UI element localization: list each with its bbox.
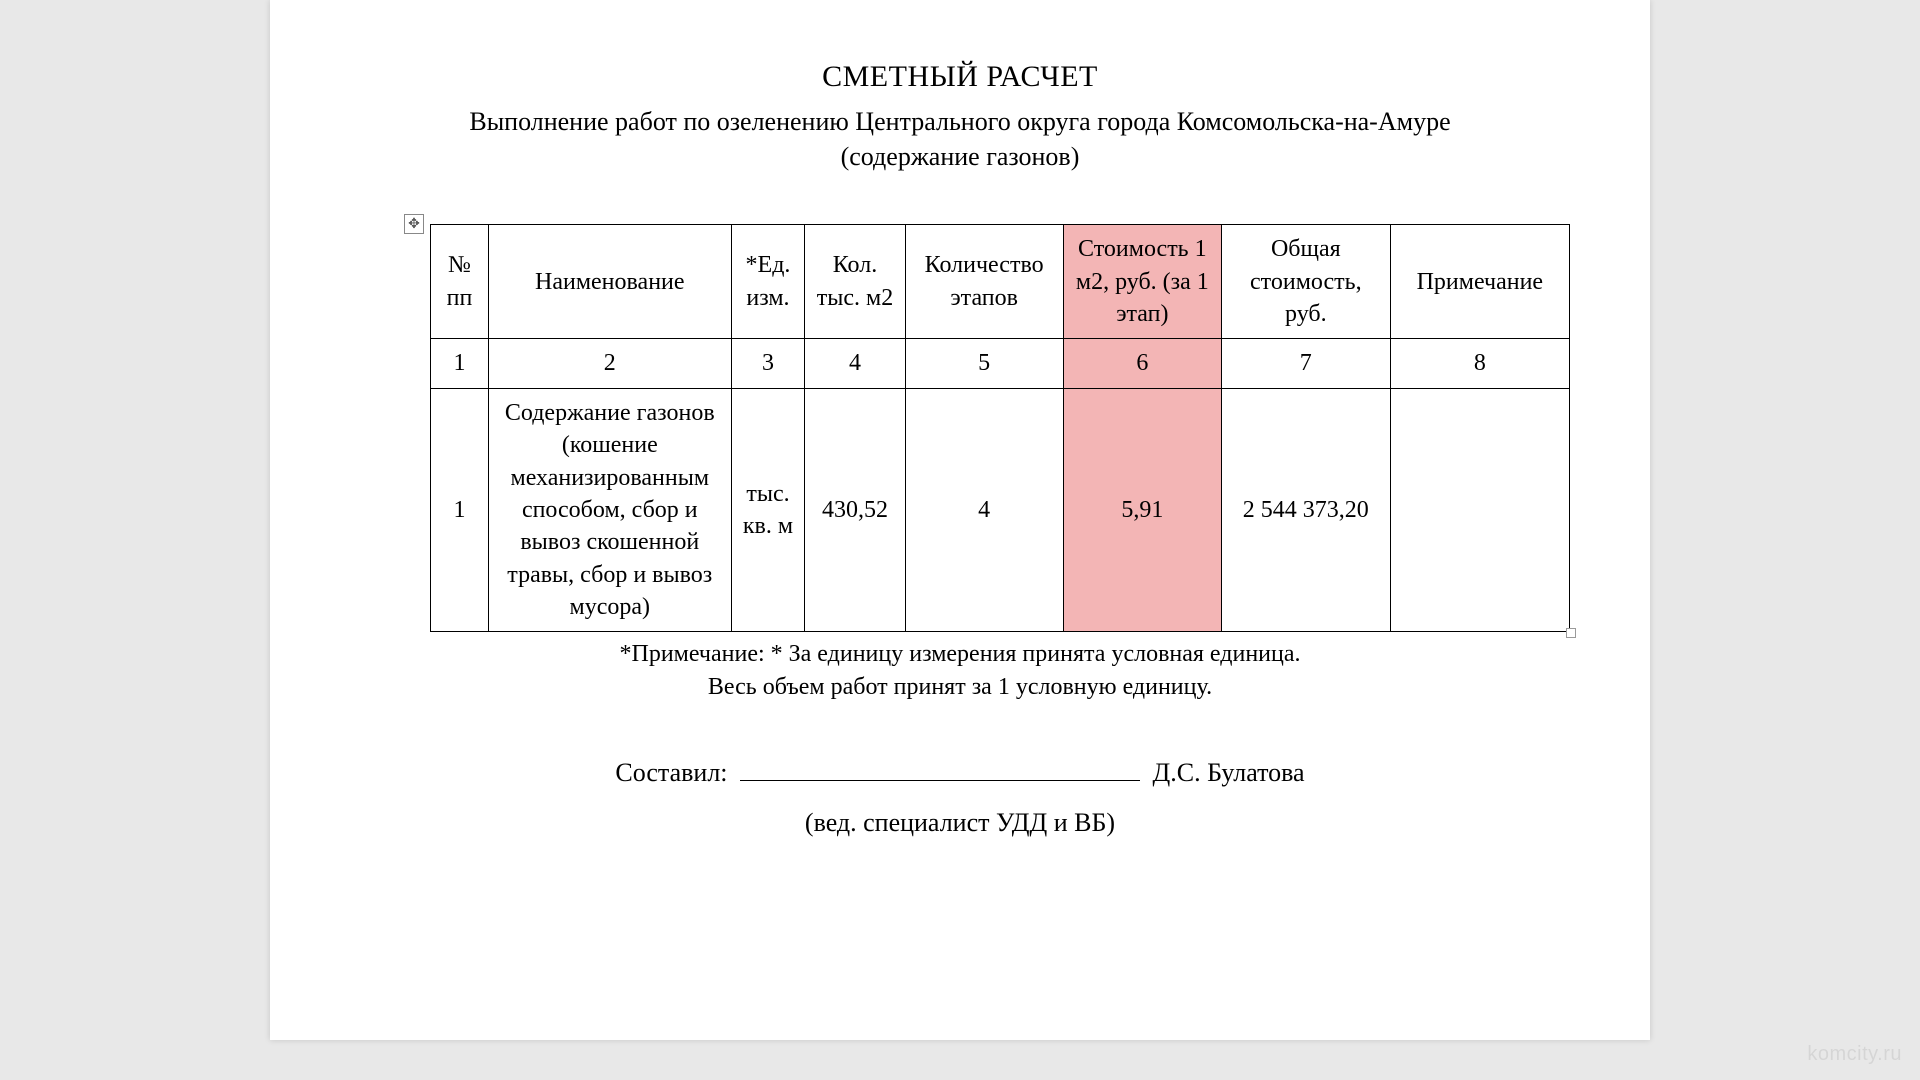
signature-name: Д.С. Булатова: [1153, 758, 1305, 787]
col-header-total: Общая стоимость, руб.: [1221, 225, 1390, 339]
footnote-line2: Весь объем работ принят за 1 условную ед…: [708, 674, 1212, 700]
cell-note: [1390, 388, 1569, 632]
footnote-line1: *Примечание: * За единицу измерения прин…: [619, 641, 1300, 667]
cell-unit: тыс. кв. м: [731, 388, 805, 632]
cell-price: 5,91: [1063, 388, 1221, 632]
subtitle-line2: (содержание газонов): [841, 142, 1080, 171]
signature-line: [740, 780, 1140, 781]
col-number: 1: [431, 339, 489, 388]
footnote: *Примечание: * За единицу измерения прин…: [330, 638, 1590, 703]
col-number: 3: [731, 339, 805, 388]
col-header-stages: Количество этапов: [905, 225, 1063, 339]
cell-num: 1: [431, 388, 489, 632]
table-row: 1 Содержание газонов (кошение механизиро…: [431, 388, 1570, 632]
cell-name: Содержание газонов (кошение механизирова…: [489, 388, 732, 632]
cell-qty: 430,52: [805, 388, 905, 632]
cell-stages: 4: [905, 388, 1063, 632]
col-header-name: Наименование: [489, 225, 732, 339]
col-header-price: Стоимость 1 м2, руб. (за 1 этап): [1063, 225, 1221, 339]
cell-total: 2 544 373,20: [1221, 388, 1390, 632]
col-number: 8: [1390, 339, 1569, 388]
table-header-row: № пп Наименование *Ед. изм. Кол. тыс. м2…: [431, 225, 1570, 339]
col-header-num: № пп: [431, 225, 489, 339]
table-move-handle-icon[interactable]: ✥: [404, 214, 424, 234]
col-number: 5: [905, 339, 1063, 388]
viewport: СМЕТНЫЙ РАСЧЕТ Выполнение работ по озеле…: [0, 0, 1920, 1080]
watermark: komcity.ru: [1807, 1043, 1902, 1066]
col-number: 7: [1221, 339, 1390, 388]
document-page: СМЕТНЫЙ РАСЧЕТ Выполнение работ по озеле…: [270, 0, 1650, 1040]
col-header-qty: Кол. тыс. м2: [805, 225, 905, 339]
subtitle-line1: Выполнение работ по озеленению Центральн…: [469, 107, 1450, 136]
col-number: 4: [805, 339, 905, 388]
doc-title: СМЕТНЫЙ РАСЧЕТ: [330, 60, 1590, 94]
col-header-unit: *Ед. изм.: [731, 225, 805, 339]
signature-block: Составил: Д.С. Булатова: [330, 758, 1590, 788]
table-resize-handle-icon[interactable]: [1566, 628, 1576, 638]
col-header-note: Примечание: [1390, 225, 1569, 339]
doc-subtitle: Выполнение работ по озеленению Центральн…: [330, 104, 1590, 174]
table-number-row: 1 2 3 4 5 6 7 8: [431, 339, 1570, 388]
col-number: 2: [489, 339, 732, 388]
signature-role: (вед. специалист УДД и ВБ): [330, 808, 1590, 838]
col-number: 6: [1063, 339, 1221, 388]
estimate-table: № пп Наименование *Ед. изм. Кол. тыс. м2…: [430, 224, 1570, 632]
table-container: ✥ № пп Наименование *Ед. изм. Кол. тыс. …: [430, 224, 1570, 632]
signature-label: Составил:: [615, 758, 727, 787]
